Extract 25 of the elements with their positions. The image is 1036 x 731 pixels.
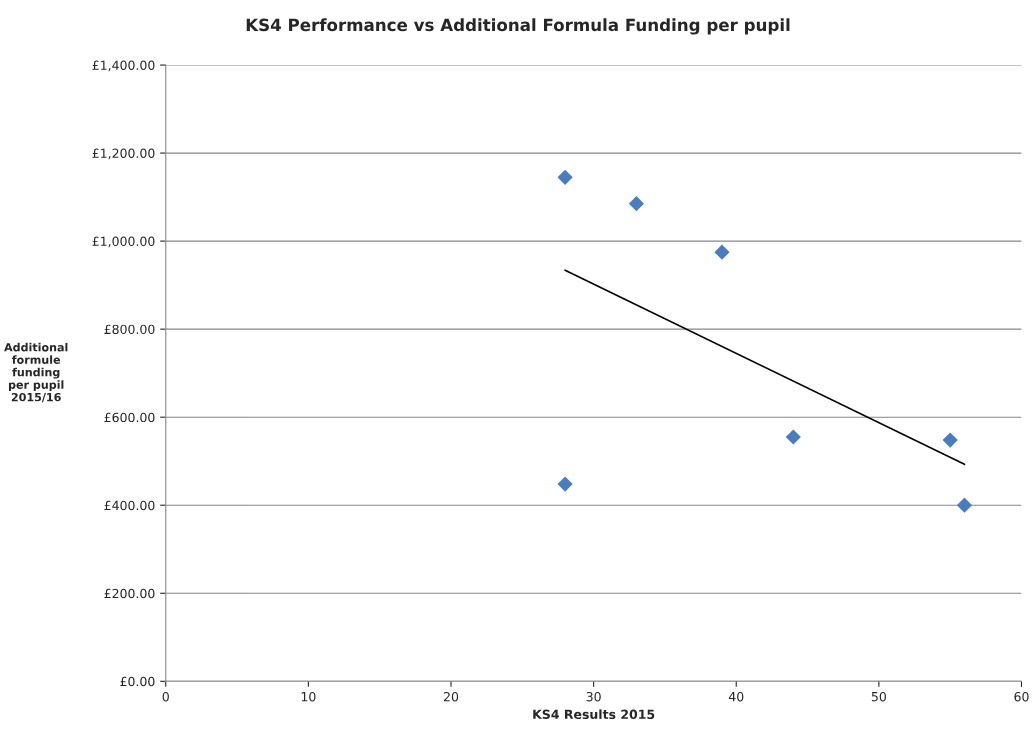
y-tick-label: £1,400.00 (92, 60, 155, 72)
x-axis-title: KS4 Results 2015 (533, 709, 655, 720)
y-tick-label: £0.00 (120, 676, 155, 687)
y-tick-label: £200.00 (104, 588, 155, 599)
x-tick-label: 60 (1014, 691, 1029, 702)
y-tick-label: £600.00 (104, 412, 155, 423)
x-tick-label: 10 (301, 691, 316, 702)
x-tick-label: 30 (586, 691, 601, 702)
point (557, 169, 573, 185)
point (942, 432, 958, 448)
y-tick-label: £800.00 (104, 324, 155, 335)
point (714, 244, 730, 260)
point (557, 476, 573, 492)
y-tick-label: £400.00 (104, 500, 155, 511)
y-tick-label: £1,200.00 (92, 148, 155, 160)
x-tick-label: 0 (162, 691, 169, 702)
y-axis-title: Additional formule funding per pupil 2015/16 (4, 342, 68, 403)
point (785, 429, 801, 445)
y-tick-label: £1,000.00 (92, 236, 155, 248)
chart-title: KS4 Performance vs Additional Formula Funding per pupil (246, 18, 790, 35)
x-tick-label: 20 (443, 691, 459, 702)
x-tick-label: 50 (871, 691, 886, 702)
point (956, 497, 973, 513)
point (628, 196, 645, 212)
x-tick-label: 40 (728, 691, 744, 702)
